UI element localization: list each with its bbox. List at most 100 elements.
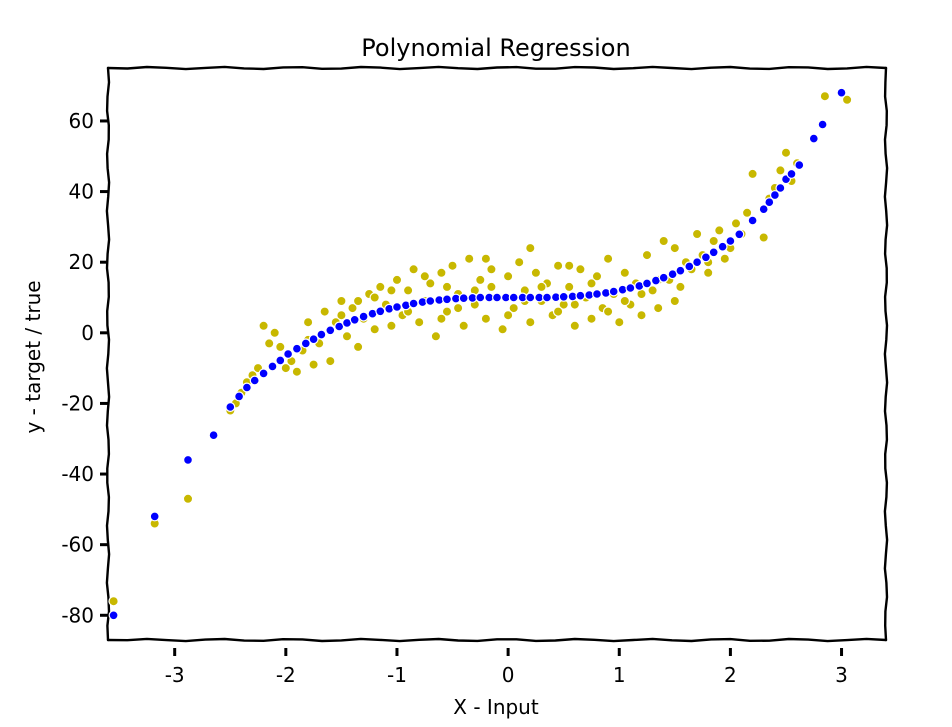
y-tick-label: 0 — [81, 321, 94, 345]
target-point — [586, 278, 597, 289]
target-point — [586, 313, 597, 324]
target-point — [308, 359, 319, 370]
prediction-point — [684, 261, 695, 272]
x-tick-label: 2 — [724, 663, 737, 687]
prediction-point — [375, 306, 386, 317]
prediction-point — [349, 314, 360, 325]
prediction-point — [258, 368, 269, 379]
target-point — [619, 295, 631, 307]
prediction-point — [234, 391, 245, 402]
target-point — [347, 302, 358, 314]
target-point — [264, 338, 275, 349]
prediction-point — [525, 292, 536, 303]
y-tick-label: -60 — [61, 533, 94, 557]
prediction-point — [764, 197, 775, 208]
target-point — [419, 271, 430, 282]
target-point — [658, 235, 669, 247]
prediction-point — [442, 294, 453, 305]
x-axis: -3 -2 -1 0 1 2 3 — [165, 648, 848, 687]
target-point — [108, 596, 119, 607]
prediction-point — [425, 296, 436, 307]
prediction-point — [608, 286, 619, 297]
prediction-point — [625, 283, 636, 294]
prediction-point — [758, 204, 769, 215]
prediction-point — [308, 334, 319, 345]
prediction-point — [725, 236, 736, 247]
y-tick-label: -80 — [61, 603, 94, 627]
target-point — [564, 281, 575, 293]
target-point — [280, 362, 291, 374]
prediction-point — [208, 430, 219, 441]
target-point — [552, 306, 564, 317]
target-point — [514, 257, 525, 268]
prediction-point — [786, 168, 797, 179]
target-point — [325, 355, 336, 367]
target-point — [747, 168, 758, 180]
target-point — [269, 327, 280, 338]
y-tick-label: -40 — [61, 462, 94, 486]
target-point — [564, 260, 575, 271]
target-point — [258, 320, 269, 331]
data-points — [108, 87, 853, 621]
target-point — [452, 302, 464, 314]
prediction-point — [475, 292, 486, 303]
prediction-point — [275, 355, 286, 366]
prediction-point — [325, 325, 336, 336]
y-tick-label: -20 — [61, 391, 94, 415]
prediction-point — [641, 278, 652, 289]
prediction-point — [183, 454, 194, 465]
prediction-point — [283, 349, 294, 360]
target-point — [352, 295, 364, 307]
target-point — [569, 320, 581, 331]
target-point — [441, 306, 453, 317]
prediction-point — [769, 190, 780, 201]
target-point — [703, 267, 714, 278]
target-point — [475, 274, 486, 286]
target-point — [391, 274, 403, 286]
target-point — [430, 331, 442, 342]
target-point — [536, 281, 547, 293]
target-point — [619, 267, 631, 278]
target-point — [775, 165, 786, 176]
target-point — [275, 341, 286, 353]
target-point — [486, 281, 497, 293]
target-point — [602, 306, 614, 317]
target-point — [480, 253, 492, 264]
target-point — [719, 253, 731, 264]
prediction-point — [225, 402, 236, 413]
target-point — [647, 285, 658, 296]
target-point — [464, 253, 475, 264]
prediction-point — [291, 343, 302, 354]
prediction-point — [149, 511, 160, 522]
target-point — [714, 225, 725, 236]
target-point — [319, 306, 330, 317]
prediction-point — [108, 610, 119, 621]
target-point — [369, 292, 380, 303]
prediction-point — [675, 265, 686, 276]
prediction-point — [808, 133, 819, 144]
target-point — [675, 281, 686, 293]
prediction-point — [700, 252, 711, 263]
target-point — [530, 267, 542, 278]
target-point — [447, 260, 458, 271]
y-axis-label: y - target / true — [21, 280, 45, 433]
prediction-point — [358, 311, 369, 322]
prediction-point — [300, 338, 311, 349]
prediction-point — [392, 302, 403, 313]
frame-edge — [106, 65, 888, 71]
target-point — [480, 313, 492, 324]
target-point — [182, 493, 194, 504]
target-point — [486, 264, 497, 275]
target-point — [552, 260, 564, 271]
prediction-point — [717, 241, 728, 252]
x-tick-label: -3 — [165, 663, 185, 687]
target-point — [641, 249, 653, 261]
prediction-point — [316, 329, 327, 340]
target-point — [602, 253, 614, 264]
target-point — [414, 317, 425, 328]
prediction-point — [249, 375, 260, 386]
frame-edge — [883, 66, 889, 642]
target-point — [458, 320, 469, 331]
target-point — [336, 295, 347, 307]
target-point — [441, 281, 453, 293]
